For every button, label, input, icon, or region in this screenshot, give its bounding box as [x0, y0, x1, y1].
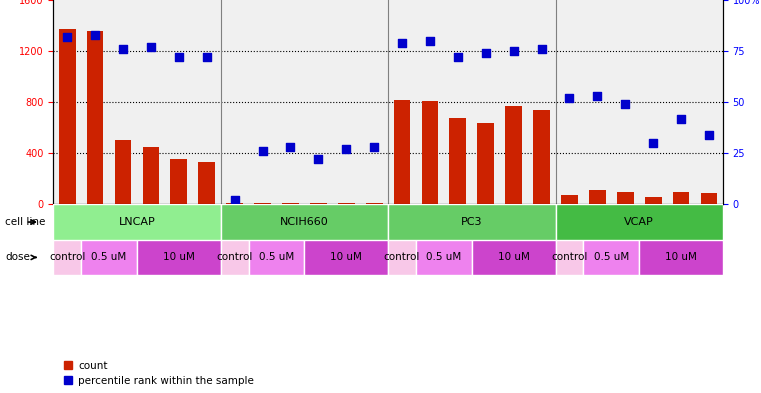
Point — [117, 46, 129, 52]
Bar — [450, 118, 466, 204]
Point — [340, 146, 352, 152]
Text: 10 uM: 10 uM — [665, 252, 697, 263]
Bar — [254, 203, 271, 204]
Bar — [701, 193, 718, 204]
FancyBboxPatch shape — [472, 240, 556, 275]
Bar — [673, 191, 689, 204]
Text: control: control — [216, 252, 253, 263]
Text: 0.5 uM: 0.5 uM — [259, 252, 294, 263]
Bar — [282, 203, 299, 204]
Bar — [589, 190, 606, 204]
FancyBboxPatch shape — [388, 204, 556, 240]
Bar — [199, 162, 215, 204]
FancyBboxPatch shape — [388, 240, 416, 275]
Bar — [170, 159, 187, 204]
Bar — [338, 203, 355, 204]
FancyBboxPatch shape — [249, 240, 304, 275]
FancyBboxPatch shape — [137, 240, 221, 275]
FancyBboxPatch shape — [416, 240, 472, 275]
Bar — [59, 29, 75, 204]
Bar — [617, 192, 634, 204]
Point — [619, 101, 632, 107]
FancyBboxPatch shape — [53, 240, 81, 275]
Text: control: control — [49, 252, 85, 263]
FancyBboxPatch shape — [556, 204, 723, 240]
Text: 10 uM: 10 uM — [163, 252, 195, 263]
Point — [61, 34, 73, 40]
Point — [396, 40, 408, 46]
Point — [256, 148, 269, 154]
Point — [312, 156, 324, 163]
Text: LNCAP: LNCAP — [119, 217, 155, 227]
Bar — [142, 147, 159, 204]
Point — [228, 197, 240, 204]
Text: NCIH660: NCIH660 — [280, 217, 329, 227]
Bar — [310, 203, 326, 204]
Point — [508, 48, 520, 54]
Text: 0.5 uM: 0.5 uM — [91, 252, 126, 263]
Text: VCAP: VCAP — [624, 217, 654, 227]
Point — [479, 50, 492, 56]
FancyBboxPatch shape — [53, 204, 221, 240]
Legend: count, percentile rank within the sample: count, percentile rank within the sample — [59, 356, 258, 390]
Text: control: control — [551, 252, 587, 263]
Bar — [87, 31, 103, 204]
Point — [452, 54, 464, 61]
Point — [536, 46, 548, 52]
Text: 0.5 uM: 0.5 uM — [426, 252, 461, 263]
Text: dose: dose — [5, 252, 36, 263]
Point — [591, 93, 603, 99]
FancyBboxPatch shape — [639, 240, 723, 275]
Text: 10 uM: 10 uM — [330, 252, 362, 263]
Bar — [561, 195, 578, 204]
Point — [563, 95, 575, 101]
FancyBboxPatch shape — [556, 240, 584, 275]
FancyBboxPatch shape — [584, 240, 639, 275]
Text: PC3: PC3 — [461, 217, 482, 227]
Text: control: control — [384, 252, 420, 263]
Point — [424, 38, 436, 44]
Point — [145, 44, 157, 50]
Bar — [393, 99, 410, 204]
FancyBboxPatch shape — [221, 204, 388, 240]
Bar — [645, 196, 661, 204]
Bar — [505, 106, 522, 204]
FancyBboxPatch shape — [304, 240, 388, 275]
Point — [201, 54, 213, 61]
FancyBboxPatch shape — [81, 240, 137, 275]
FancyBboxPatch shape — [221, 240, 249, 275]
Text: cell line: cell line — [5, 217, 46, 227]
Bar — [226, 203, 243, 204]
Point — [89, 31, 101, 38]
Bar — [366, 203, 383, 204]
Point — [675, 116, 687, 122]
Point — [285, 144, 297, 150]
Text: 10 uM: 10 uM — [498, 252, 530, 263]
Point — [368, 144, 380, 150]
Point — [703, 132, 715, 138]
Bar — [115, 140, 132, 204]
Bar — [422, 101, 438, 204]
Bar — [533, 110, 550, 204]
Point — [647, 140, 659, 146]
Text: 0.5 uM: 0.5 uM — [594, 252, 629, 263]
Bar — [477, 123, 494, 204]
Point — [173, 54, 185, 61]
